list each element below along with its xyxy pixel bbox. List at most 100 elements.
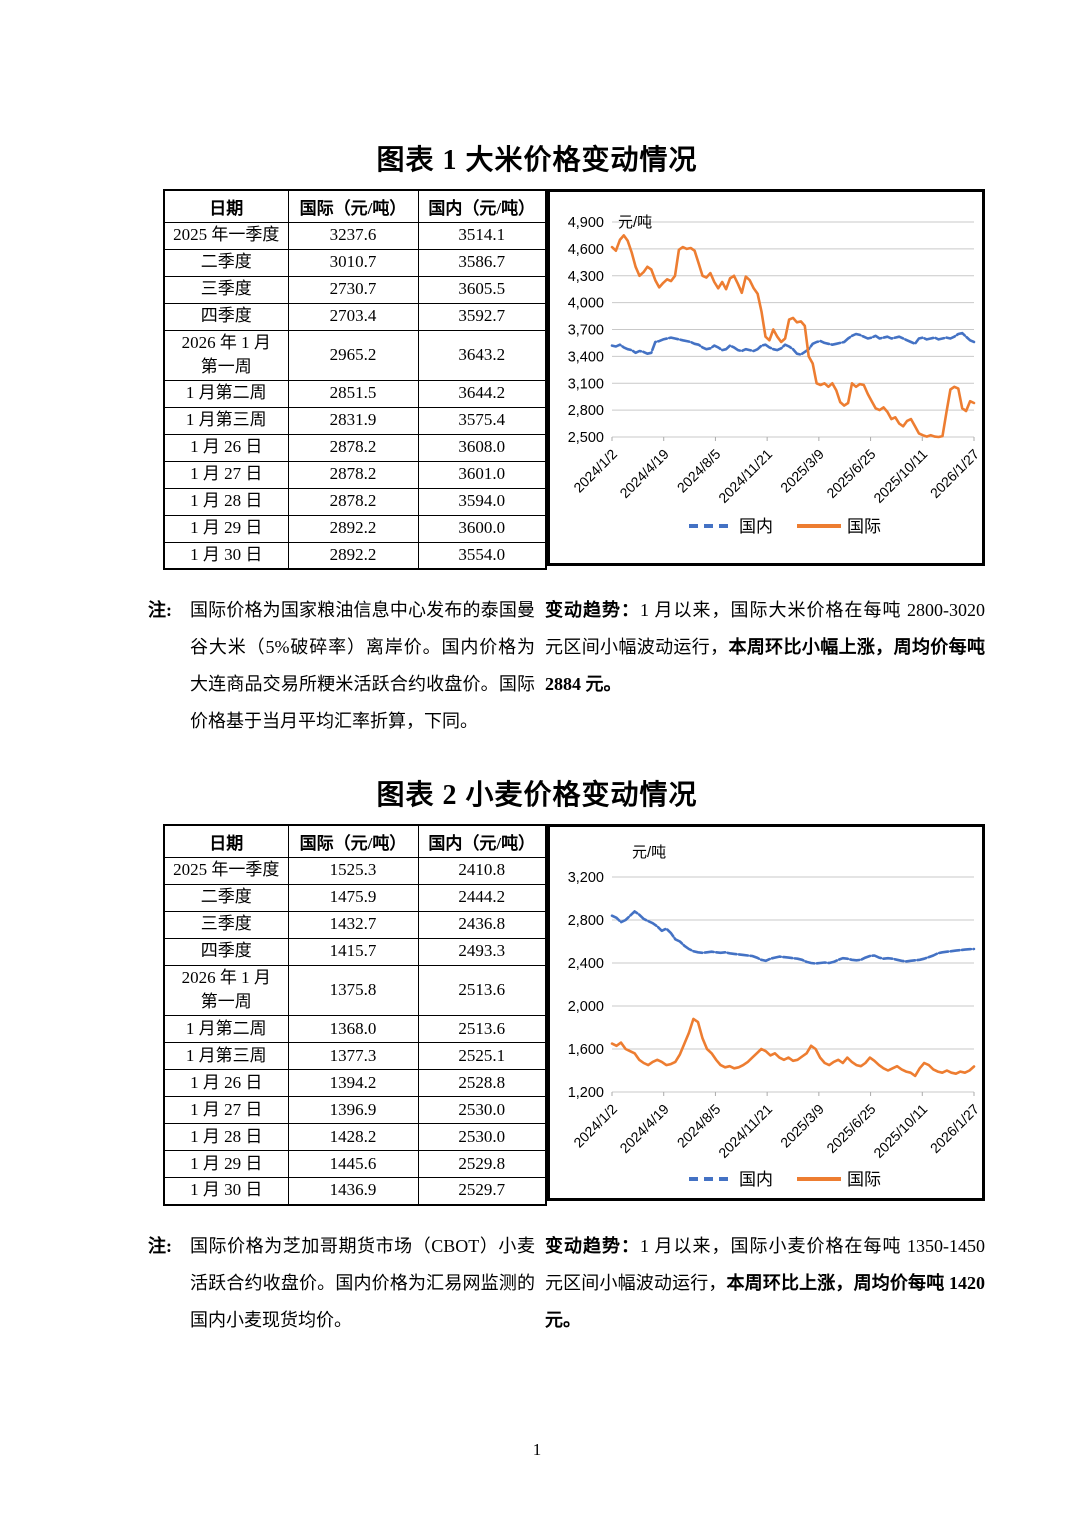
x-axis-tick-label: 2025/3/9	[777, 1101, 827, 1151]
table-cell: 1 月 27 日	[163, 460, 289, 489]
wheat-price-table: 日期 国际（元/吨） 国内（元/吨） 2025 年一季度 1525.3 2410.8 二季…	[163, 824, 547, 1206]
table-cell: 2525.1	[417, 1042, 547, 1071]
trend-text-bold: 本周环比小幅上涨，周均价每吨 2884 元。	[545, 637, 986, 695]
table-cell: 四季度	[163, 937, 289, 966]
table-cell: 3600.0	[417, 514, 547, 543]
trend-text-bold: 本周环比上涨，周均价每吨 1420 元。	[545, 1272, 986, 1330]
table-row: 1 月第三周 1377.3 2525.1	[163, 1042, 547, 1071]
table-cell: 1 月 28 日	[163, 1123, 289, 1152]
legend-label-domestic: 国内	[739, 517, 773, 536]
x-axis-tick-label: 2025/6/25	[823, 446, 879, 502]
table-row: 四季度 2703.4 3592.7	[163, 302, 547, 331]
table-cell: 2878.2	[287, 460, 419, 489]
column-header-2: 国内（元/吨）	[417, 824, 547, 858]
table-row: 三季度 2730.7 3605.5	[163, 275, 547, 304]
trend-text: 1 月以来，国际大米价格在每吨 2800-3020 元区间小幅波动运行，	[545, 600, 985, 658]
table-cell: 3601.0	[417, 460, 547, 489]
table-cell: 1 月第二周	[163, 379, 289, 408]
table-cell: 3554.0	[417, 541, 547, 570]
table-row: 2025 年一季度 1525.3 2410.8	[163, 856, 547, 885]
x-axis-tick-label: 2024/1/2	[570, 1101, 620, 1151]
table-row: 三季度 1432.7 2436.8	[163, 910, 547, 939]
table-cell: 2026 年 1 月 第一周	[163, 329, 289, 381]
y-axis-tick-label: 4,600	[568, 242, 604, 258]
figure-2-row: 日期 国际（元/吨） 国内（元/吨） 2025 年一季度 1525.3 2410.8 二季…	[163, 824, 1074, 1206]
table-cell: 3594.0	[417, 487, 547, 516]
table-cell: 3608.0	[417, 433, 547, 462]
table-row: 1 月 28 日 2878.2 3594.0	[163, 487, 547, 516]
table-cell: 三季度	[163, 910, 289, 939]
table-cell: 2025 年一季度	[163, 856, 289, 885]
table-cell: 3592.7	[417, 302, 547, 331]
y-axis-tick-label: 3,200	[568, 870, 604, 886]
table-cell: 1 月 29 日	[163, 514, 289, 543]
figure-1-row: 日期 国际（元/吨） 国内（元/吨） 2025 年一季度 3237.6 3514.1 二季…	[163, 189, 1074, 571]
table-cell: 1415.7	[287, 937, 419, 966]
table-cell: 2892.2	[287, 514, 419, 543]
y-axis-tick-label: 2,500	[568, 430, 604, 446]
table-cell: 1377.3	[287, 1042, 419, 1071]
figure-1-notes: 注: 国际价格为国家粮油信息中心发布的泰国曼谷大米（5%破碎率）离岸价。国内价格…	[148, 592, 1074, 740]
x-axis-tick-label: 2024/8/5	[674, 446, 724, 496]
x-axis-tick-label: 2025/10/11	[870, 446, 930, 506]
x-axis-tick-label: 2024/1/2	[570, 446, 620, 496]
x-axis-tick-label: 2025/3/9	[777, 446, 827, 496]
table-cell: 1368.0	[287, 1015, 419, 1044]
table-header-row: 日期 国际（元/吨） 国内（元/吨）	[163, 824, 547, 858]
x-axis-tick-label: 2024/11/21	[715, 446, 775, 506]
note-block-rice: 注: 国际价格为国家粮油信息中心发布的泰国曼谷大米（5%破碎率）离岸价。国内价格…	[148, 592, 545, 740]
y-axis-tick-label: 2,800	[568, 403, 604, 419]
table-cell: 1436.9	[287, 1177, 419, 1206]
x-axis-tick-label: 2025/10/11	[870, 1101, 930, 1161]
table-cell: 1 月 26 日	[163, 1069, 289, 1098]
table-cell: 3237.6	[287, 221, 419, 250]
trend-paragraph-wheat: 变动趋势：1 月以来，国际小麦价格在每吨 1350-1450 元区间小幅波动运行…	[545, 1228, 985, 1339]
table-row: 1 月 27 日 1396.9 2530.0	[163, 1096, 547, 1125]
table-cell: 2530.0	[417, 1123, 547, 1152]
legend-label-international: 国际	[847, 517, 881, 536]
y-axis-tick-label: 2,800	[568, 913, 604, 929]
table-header-row: 日期 国际（元/吨） 国内（元/吨）	[163, 189, 547, 223]
table-cell: 三季度	[163, 275, 289, 304]
chart-svg: 2,500 2,800 3,100 3,400 3,700 4,000 4,300 4,600…	[568, 214, 983, 536]
table-cell: 3644.2	[417, 379, 547, 408]
legend-label-international: 国际	[847, 1170, 881, 1189]
table-cell: 1 月 28 日	[163, 487, 289, 516]
table-cell: 2892.2	[287, 541, 419, 570]
table-row: 2025 年一季度 3237.6 3514.1	[163, 221, 547, 250]
x-axis-tick-label: 2024/4/19	[616, 446, 672, 502]
table-cell: 2529.7	[417, 1177, 547, 1206]
note-label: 注:	[148, 600, 172, 621]
rice-price-table: 日期 国际（元/吨） 国内（元/吨） 2025 年一季度 3237.6 3514.1 二季…	[163, 189, 547, 571]
table-row: 四季度 1415.7 2493.3	[163, 937, 547, 966]
table-cell: 1525.3	[287, 856, 419, 885]
chart-svg: 1,200 1,600 2,000 2,400 2,800 3,200 元/吨 2024/1/…	[568, 844, 983, 1189]
note-text: 国际价格为国家粮油信息中心发布的泰国曼谷大米（5%破碎率）离岸价。国内价格为大连…	[190, 600, 535, 732]
table-row: 1 月第三周 2831.9 3575.4	[163, 406, 547, 435]
x-axis-tick-label: 2026/1/27	[927, 446, 982, 502]
y-axis-tick-label: 2,000	[568, 999, 604, 1015]
table-cell: 2513.6	[417, 964, 547, 1017]
table-cell: 3514.1	[417, 221, 547, 250]
y-axis-tick-label: 1,600	[568, 1042, 604, 1058]
international-series-line	[610, 234, 976, 439]
table-cell: 3643.2	[417, 329, 547, 381]
x-axis-tick-label: 2025/6/25	[823, 1101, 879, 1157]
column-header-0: 日期	[163, 824, 289, 858]
table-cell: 1396.9	[287, 1096, 419, 1125]
unit-label: 元/吨	[632, 844, 666, 861]
column-header-2: 国内（元/吨）	[417, 189, 547, 223]
table-row: 2026 年 1 月 第一周 1375.8 2513.6	[163, 964, 547, 1017]
x-axis-tick-label: 2024/8/5	[674, 1101, 724, 1151]
table-row: 1 月 30 日 2892.2 3554.0	[163, 541, 547, 570]
unit-label: 元/吨	[618, 214, 652, 231]
table-cell: 1432.7	[287, 910, 419, 939]
table-row: 2026 年 1 月 第一周 2965.2 3643.2	[163, 329, 547, 381]
column-header-1: 国际（元/吨）	[287, 824, 419, 858]
international-series-line	[610, 1017, 976, 1078]
table-row: 1 月第二周 2851.5 3644.2	[163, 379, 547, 408]
y-axis-tick-label: 3,100	[568, 376, 604, 392]
table-row: 1 月 30 日 1436.9 2529.7	[163, 1177, 547, 1206]
x-axis-tick-label: 2024/4/19	[616, 1101, 672, 1157]
